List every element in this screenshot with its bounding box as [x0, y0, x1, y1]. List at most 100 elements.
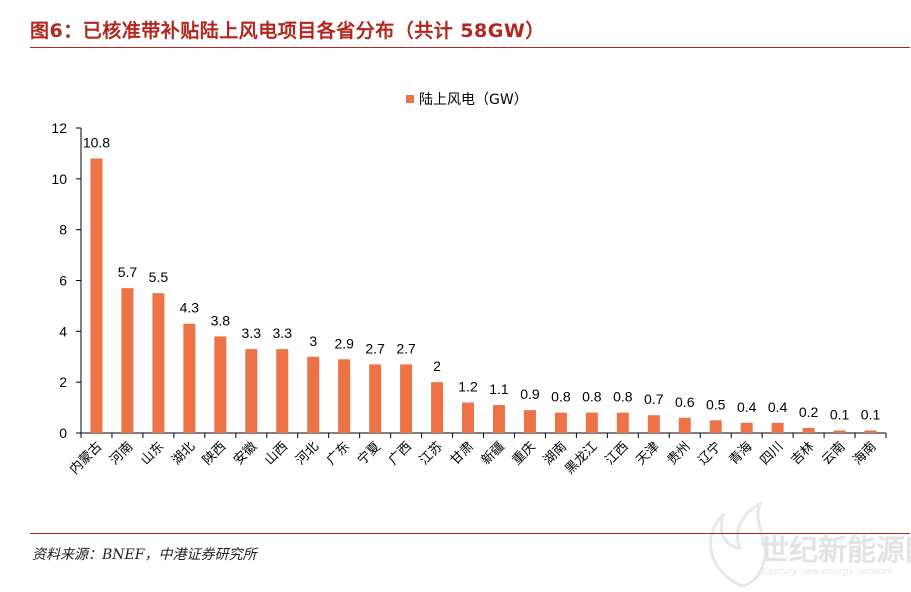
- category-label: 四川: [757, 439, 786, 468]
- bar: [740, 422, 753, 433]
- y-tick-label: 0: [59, 425, 67, 441]
- bar: [771, 422, 784, 433]
- data-label: 0.4: [737, 399, 757, 415]
- y-tick-label: 2: [59, 374, 67, 390]
- y-tick-label: 6: [59, 273, 67, 289]
- category-label: 江苏: [416, 439, 446, 469]
- bar: [245, 349, 258, 433]
- bar: [400, 364, 413, 433]
- watermark-text: 世纪新能源网: [760, 533, 911, 567]
- source-note: 资料来源：BNEF，中港证券研究所: [32, 547, 257, 563]
- data-label: 3.8: [211, 312, 231, 328]
- data-label: 0.8: [551, 389, 571, 405]
- bar: [585, 412, 598, 433]
- bar: [802, 427, 815, 433]
- bar: [90, 158, 103, 433]
- figure-title: 图6：已核准带补贴陆上风电项目各省分布（共计 58GW）: [30, 20, 545, 42]
- category-label: 宁夏: [354, 439, 384, 469]
- data-label: 3: [309, 333, 317, 349]
- category-label: 甘肃: [448, 439, 477, 468]
- bar: [647, 415, 660, 433]
- category-label: 天津: [634, 439, 663, 468]
- data-label: 0.7: [644, 391, 664, 407]
- y-tick-label: 10: [51, 171, 67, 187]
- title-rule: [30, 47, 910, 48]
- bar: [152, 293, 165, 433]
- category-label: 陕西: [200, 439, 229, 468]
- data-label: 0.1: [861, 406, 881, 422]
- bar: [307, 356, 320, 433]
- bars: [90, 158, 877, 433]
- watermark-flame-icon: [709, 500, 767, 588]
- data-label: 10.8: [83, 135, 110, 151]
- bar: [462, 402, 475, 433]
- category-label: 广东: [324, 439, 353, 468]
- category-label: 山西: [262, 439, 291, 468]
- category-label: 云南: [819, 439, 849, 469]
- category-label: 山东: [138, 439, 167, 468]
- bar: [554, 412, 567, 433]
- category-label: 吉林: [788, 439, 817, 468]
- bar: [276, 349, 289, 433]
- bar: [492, 405, 505, 433]
- category-label: 新疆: [478, 439, 508, 469]
- watermark: 世纪新能源网 Century new energy network: [709, 500, 911, 588]
- data-label: 0.9: [520, 386, 540, 402]
- footer-rule: [30, 533, 910, 534]
- data-labels: 10.8 5.7 5.5 4.3 3.8 3.3 3.3 3 2.9 2.7 2.7 2 1.2 1.1 0…: [83, 135, 881, 423]
- bar: [833, 430, 846, 433]
- category-label: 重庆: [509, 439, 539, 469]
- data-label: 0.1: [830, 406, 850, 422]
- category-label: 广西: [386, 439, 415, 468]
- data-label: 3.3: [242, 325, 262, 341]
- category-label: 安徽: [231, 439, 260, 468]
- data-label: 2.9: [334, 335, 354, 351]
- bar: [338, 359, 351, 433]
- bar: [121, 288, 134, 433]
- data-label: 0.8: [582, 389, 602, 405]
- y-tick-label: 4: [59, 323, 67, 339]
- y-tick-label: 8: [59, 222, 67, 238]
- category-label: 黑龙江: [562, 439, 600, 477]
- y-tick-label: 12: [51, 120, 67, 136]
- category-label: 湖北: [169, 439, 198, 468]
- bar: [678, 417, 691, 433]
- category-label: 河北: [293, 439, 322, 468]
- bar: [183, 323, 196, 433]
- data-label: 0.4: [768, 399, 788, 415]
- data-label: 0.6: [675, 394, 695, 410]
- bar: [431, 382, 444, 433]
- data-label: 5.5: [149, 269, 169, 285]
- data-label: 5.7: [118, 264, 138, 280]
- category-label: 青海: [726, 439, 755, 468]
- category-label: 海南: [850, 439, 880, 469]
- legend-swatch: [406, 95, 414, 103]
- category-label: 河南: [107, 439, 137, 469]
- bar: [523, 410, 536, 433]
- y-ticks: 0 2 4 6 8 10 12: [51, 120, 81, 441]
- category-label: 贵州: [665, 439, 694, 468]
- bar: [214, 336, 227, 433]
- data-label: 0.8: [613, 389, 633, 405]
- legend: 陆上风电（GW）: [406, 92, 528, 108]
- category-label: 江西: [603, 439, 632, 468]
- category-label: 内蒙古: [66, 439, 105, 478]
- category-label: 辽宁: [695, 439, 725, 469]
- data-label: 0.5: [706, 396, 726, 412]
- legend-label: 陆上风电（GW）: [419, 92, 528, 108]
- data-label: 4.3: [180, 300, 200, 316]
- data-label: 2: [433, 358, 441, 374]
- data-label: 2.7: [365, 340, 385, 356]
- bar: [864, 430, 877, 433]
- watermark-subtext: Century new energy network: [762, 567, 894, 577]
- bar: [369, 364, 382, 433]
- data-label: 2.7: [396, 340, 416, 356]
- bar: [616, 412, 629, 433]
- data-label: 0.2: [799, 404, 819, 420]
- bar: [709, 420, 722, 433]
- data-label: 1.2: [458, 379, 478, 395]
- data-label: 1.1: [489, 381, 509, 397]
- data-label: 3.3: [273, 325, 293, 341]
